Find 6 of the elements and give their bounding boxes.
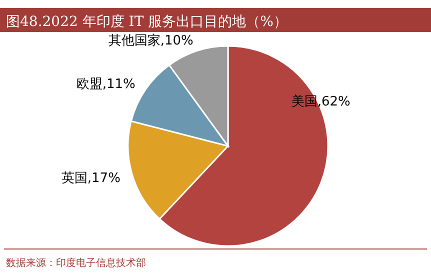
source-note: 数据来源：印度电子信息技术部 [6, 257, 146, 269]
slice-label: 英国,17% [61, 171, 120, 186]
slice-label: 美国,62% [291, 93, 350, 110]
slice-label: 其他国家,10% [108, 32, 194, 48]
slice-label: 欧盟,11% [76, 77, 136, 92]
chart-title: 图48.2022 年印度 IT 服务出口目的地（%） [6, 14, 288, 30]
